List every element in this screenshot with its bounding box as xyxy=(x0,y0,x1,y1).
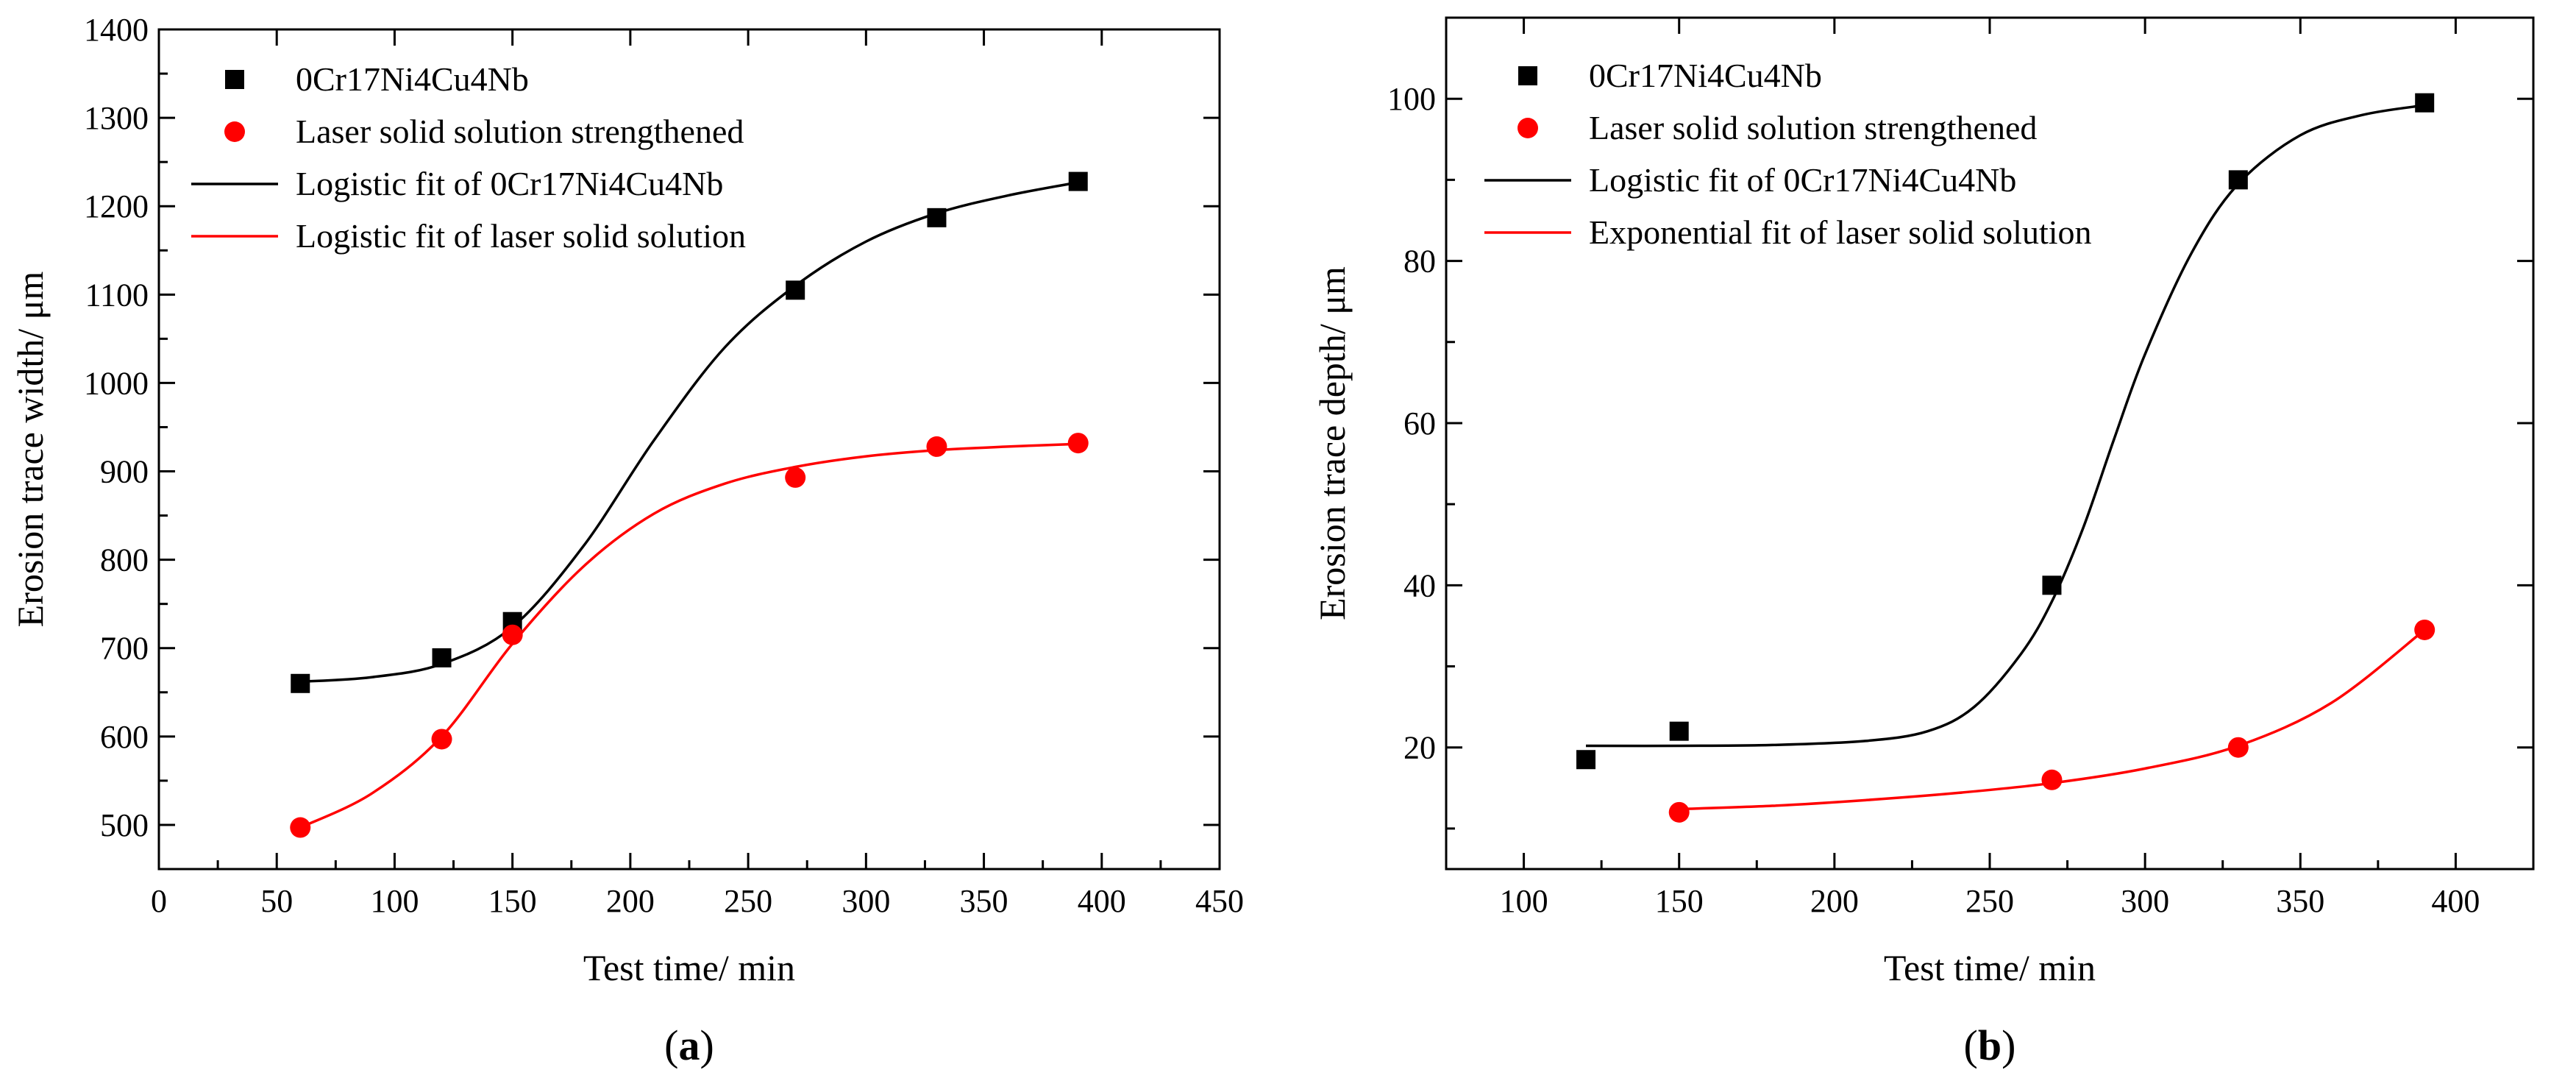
x-tick-label: 350 xyxy=(2276,883,2324,919)
panel-letter: b xyxy=(1978,1021,2002,1069)
x-tick-label: 300 xyxy=(842,883,890,919)
legend-label: Laser solid solution strengthened xyxy=(1589,109,2037,146)
data-point-circle xyxy=(431,729,452,750)
y-tick-label: 1400 xyxy=(84,12,149,48)
data-point-circle xyxy=(290,817,311,838)
panel-letter: a xyxy=(679,1021,700,1069)
data-point-square xyxy=(2415,93,2435,113)
data-point-square xyxy=(927,208,947,227)
x-tick-label: 200 xyxy=(1810,883,1859,919)
data-point-circle xyxy=(785,467,806,488)
y-tick-label: 500 xyxy=(100,807,149,843)
fit-line-series-3 xyxy=(299,442,1078,829)
y-tick-label: 100 xyxy=(1387,81,1436,117)
x-tick-label: 150 xyxy=(488,883,537,919)
data-point-circle xyxy=(2041,769,2063,790)
legend-label: 0Cr17Ni4Cu4Nb xyxy=(1589,57,1822,94)
x-tick-label: 400 xyxy=(2431,883,2480,919)
y-tick-label: 700 xyxy=(100,631,149,667)
chart-panel-a: 0 50 100 150 200 250 300 350 400 450 500 600 700 800 9… xyxy=(10,12,1244,1069)
data-point-circle xyxy=(1067,433,1089,454)
x-tick-label: 50 xyxy=(260,883,293,919)
panel-label: (a) xyxy=(664,1021,714,1069)
legend-marker-circle xyxy=(224,121,245,142)
x-tick-label: 0 xyxy=(151,883,167,919)
y-tick-label: 40 xyxy=(1403,567,1436,603)
fit-line-series-2 xyxy=(1586,104,2425,748)
legend-label: Logistic fit of 0Cr17Ni4Cu4Nb xyxy=(296,165,723,202)
legend-label: 0Cr17Ni4Cu4Nb xyxy=(296,60,529,98)
legend-label: Exponential fit of laser solid solution xyxy=(1589,213,2092,251)
x-tick-label: 250 xyxy=(724,883,772,919)
data-point-square xyxy=(1576,750,1596,770)
data-point-square xyxy=(2228,170,2248,190)
y-tick-label: 1100 xyxy=(85,277,149,313)
legend-marker-square xyxy=(1518,66,1537,85)
data-point-square xyxy=(786,280,805,300)
data-point-circle xyxy=(926,436,947,457)
y-tick-label: 600 xyxy=(100,719,149,755)
chart-panel-b: 100 150 200 250 300 350 400 20 40 60 80 100 Test tim… xyxy=(1312,16,2535,1069)
y-axis-title: Erosion trace depth/ μm xyxy=(1312,266,1353,620)
x-tick-label: 100 xyxy=(370,883,419,919)
data-point-circle xyxy=(502,624,523,645)
y-tick-label: 900 xyxy=(100,454,149,490)
plot-frame xyxy=(157,28,1221,871)
panel-label: (b) xyxy=(1964,1021,2016,1069)
legend-label: Logistic fit of laser solid solution xyxy=(296,217,746,255)
y-tick-label: 60 xyxy=(1403,405,1436,442)
x-tick-label: 200 xyxy=(606,883,655,919)
data-point-circle xyxy=(2414,619,2436,640)
legend-marker-square xyxy=(225,70,244,89)
x-tick-label: 400 xyxy=(1078,883,1126,919)
data-point-circle xyxy=(2227,737,2249,758)
x-tick-label: 300 xyxy=(2121,883,2169,919)
x-tick-label: 350 xyxy=(960,883,1008,919)
legend-label: Laser solid solution strengthened xyxy=(296,113,744,150)
x-tick-label: 450 xyxy=(1195,883,1244,919)
data-point-square xyxy=(432,648,452,667)
x-axis-title: Test time/ min xyxy=(1884,947,2096,988)
legend: 0Cr17Ni4Cu4Nb Laser solid solution streng… xyxy=(191,60,746,255)
data-point-square xyxy=(2042,575,2062,595)
y-tick-label: 1000 xyxy=(84,365,149,401)
data-point-square xyxy=(1669,721,1689,741)
fit-line-series-2 xyxy=(300,181,1079,684)
x-tick-label: 150 xyxy=(1655,883,1704,919)
y-tick-label: 80 xyxy=(1403,244,1436,280)
y-tick-label: 20 xyxy=(1403,730,1436,766)
y-tick-label: 800 xyxy=(100,542,149,578)
y-tick-label: 1300 xyxy=(84,100,149,136)
data-point-square xyxy=(1068,171,1088,191)
legend: 0Cr17Ni4Cu4Nb Laser solid solution streng… xyxy=(1484,57,2092,251)
y-tick-label: 1200 xyxy=(84,188,149,224)
x-tick-label: 250 xyxy=(1965,883,2014,919)
data-point-square xyxy=(291,673,310,693)
x-axis-title: Test time/ min xyxy=(583,947,795,988)
legend-marker-circle xyxy=(1518,118,1538,138)
y-axis-title: Erosion trace width/ μm xyxy=(10,272,51,628)
legend-label: Logistic fit of 0Cr17Ni4Cu4Nb xyxy=(1589,161,2016,199)
data-point-circle xyxy=(1668,801,1690,823)
x-tick-label: 100 xyxy=(1500,883,1548,919)
